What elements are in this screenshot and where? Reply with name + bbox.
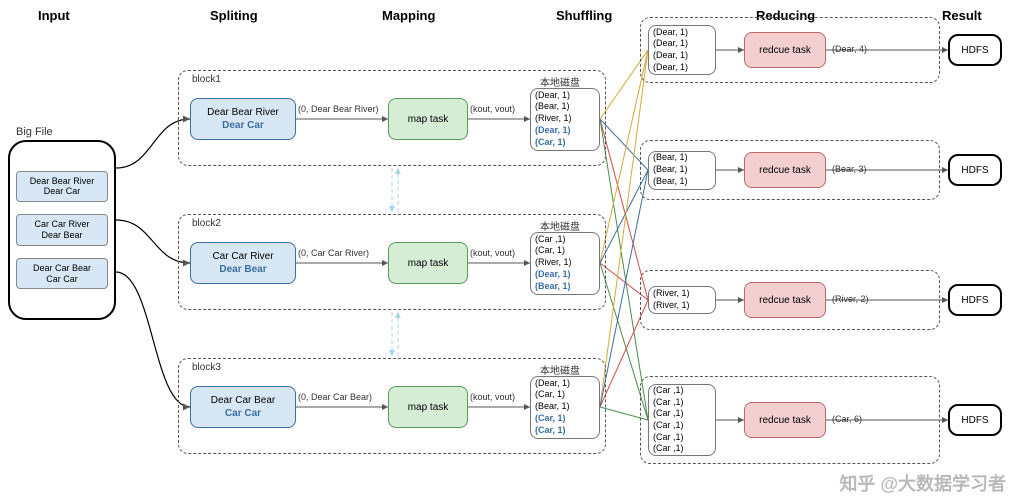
koutvout-label: (kout, vout) [470, 104, 515, 114]
reducetask-node: redcue task [744, 32, 826, 68]
block-line2: Dear Car [222, 119, 264, 132]
kv-pair: (Car, 1) [535, 245, 565, 257]
maptask-label: map task [408, 401, 449, 414]
reduce-input-node: (Dear, 1)(Dear, 1)(Dear, 1)(Dear, 1) [648, 25, 716, 75]
localdisk-node: (Dear, 1)(Car, 1)(Bear, 1)(Car, 1)(Car, … [530, 376, 600, 439]
hdfs-label: HDFS [961, 44, 988, 57]
localdisk-title: 本地磁盘 [540, 218, 580, 233]
block-line1: Dear Car Bear [211, 394, 275, 407]
stage-title-mapping: Mapping [382, 8, 435, 23]
koutvout-label: (kout, vout) [470, 248, 515, 258]
koutvout-label: (kout, vout) [470, 392, 515, 402]
reducetask-label: redcue task [759, 164, 811, 177]
watermark: 知乎 @大数据学习者 [839, 470, 1006, 496]
block-label: block3 [192, 362, 221, 373]
reducetask-node: redcue task [744, 152, 826, 188]
maptask-node: map task [388, 386, 468, 428]
hdfs-label: HDFS [961, 414, 988, 427]
kv-pair: (Dear, 1) [653, 62, 688, 74]
kv-pair: (Bear, 1) [653, 176, 688, 188]
reducetask-node: redcue task [744, 402, 826, 438]
block-node: Dear Car BearCar Car [190, 386, 296, 428]
localdisk-node: (Car ,1)(Car, 1)(River, 1)(Dear, 1)(Bear… [530, 232, 600, 295]
stage-title-splitting: Spliting [210, 8, 258, 23]
reducetask-label: redcue task [759, 44, 811, 57]
kv-pair: (River, 1) [535, 257, 572, 269]
block-node: Car Car RiverDear Bear [190, 242, 296, 284]
kv-pair: (River, 1) [653, 300, 690, 312]
block-line1: Dear Bear River [207, 106, 279, 119]
maptask-node: map task [388, 98, 468, 140]
reduce-input-node: (River, 1)(River, 1) [648, 286, 716, 314]
reduce-input-node: (Bear, 1)(Bear, 1)(Bear, 1) [648, 151, 716, 190]
stage-title-result: Result [942, 8, 982, 23]
block-line1: Car Car River [212, 250, 273, 263]
kv-pair-extra: (Car, 1) [535, 413, 566, 425]
kv-label: (0, Car Car River) [298, 248, 369, 258]
reduce-out: (Bear, 3) [832, 164, 867, 174]
hdfs-label: HDFS [961, 294, 988, 307]
reducetask-label: redcue task [759, 294, 811, 307]
reduce-out: (River, 2) [832, 294, 869, 304]
kv-pair: (Car ,1) [535, 234, 566, 246]
stage-title-shuffling: Shuffling [556, 8, 612, 23]
localdisk-title: 本地磁盘 [540, 74, 580, 89]
hdfs-node: HDFS [948, 284, 1002, 316]
hdfs-node: HDFS [948, 404, 1002, 436]
kv-pair: (Car ,1) [653, 443, 684, 455]
kv-pair-extra: (Car, 1) [535, 137, 566, 149]
bigfile-slot: Dear Car BearCar Car [16, 258, 108, 290]
maptask-label: map task [408, 257, 449, 270]
kv-pair: (Bear, 1) [535, 401, 570, 413]
block-label: block1 [192, 74, 221, 85]
maptask-node: map task [388, 242, 468, 284]
kv-label: (0, Dear Car Bear) [298, 392, 372, 402]
maptask-label: map task [408, 113, 449, 126]
kv-pair: (Car ,1) [653, 420, 684, 432]
kv-pair: (River, 1) [653, 288, 690, 300]
kv-pair: (Car ,1) [653, 397, 684, 409]
stage-title-input: Input [38, 8, 70, 23]
reducetask-label: redcue task [759, 414, 811, 427]
kv-pair: (Bear, 1) [653, 164, 688, 176]
kv-pair-extra: (Bear, 1) [535, 281, 571, 293]
kv-pair-extra: (Car, 1) [535, 425, 566, 437]
kv-pair: (Car ,1) [653, 385, 684, 397]
block-line2: Car Car [225, 407, 261, 420]
kv-pair: (Dear, 1) [535, 90, 570, 102]
reduce-input-node: (Car ,1)(Car ,1)(Car ,1)(Car ,1)(Car ,1)… [648, 384, 716, 456]
kv-pair: (Dear, 1) [653, 50, 688, 62]
localdisk-title: 本地磁盘 [540, 362, 580, 377]
localdisk-node: (Dear, 1)(Bear, 1)(River, 1)(Dear, 1)(Ca… [530, 88, 600, 151]
kv-pair: (Dear, 1) [653, 38, 688, 50]
block-label: block2 [192, 218, 221, 229]
hdfs-node: HDFS [948, 34, 1002, 66]
reduce-out: (Car, 6) [832, 414, 862, 424]
kv-pair: (Car ,1) [653, 408, 684, 420]
block-line2: Dear Bear [219, 263, 266, 276]
bigfile-node: Dear Bear RiverDear Car Car Car RiverDear… [8, 140, 116, 320]
bigfile-slot: Dear Bear RiverDear Car [16, 171, 108, 203]
reduce-out: (Dear, 4) [832, 44, 867, 54]
kv-pair: (Dear, 1) [535, 378, 570, 390]
kv-pair: (Car ,1) [653, 432, 684, 444]
kv-label: (0, Dear Bear River) [298, 104, 379, 114]
bigfile-slot: Car Car RiverDear Bear [16, 214, 108, 246]
hdfs-node: HDFS [948, 154, 1002, 186]
hdfs-label: HDFS [961, 164, 988, 177]
kv-pair-extra: (Dear, 1) [535, 269, 571, 281]
kv-pair: (Dear, 1) [653, 27, 688, 39]
kv-pair: (Bear, 1) [653, 152, 688, 164]
reducetask-node: redcue task [744, 282, 826, 318]
kv-pair: (Car, 1) [535, 389, 565, 401]
kv-pair-extra: (Dear, 1) [535, 125, 571, 137]
kv-pair: (River, 1) [535, 113, 572, 125]
block-node: Dear Bear RiverDear Car [190, 98, 296, 140]
kv-pair: (Bear, 1) [535, 101, 570, 113]
bigfile-title: Big File [16, 126, 53, 138]
